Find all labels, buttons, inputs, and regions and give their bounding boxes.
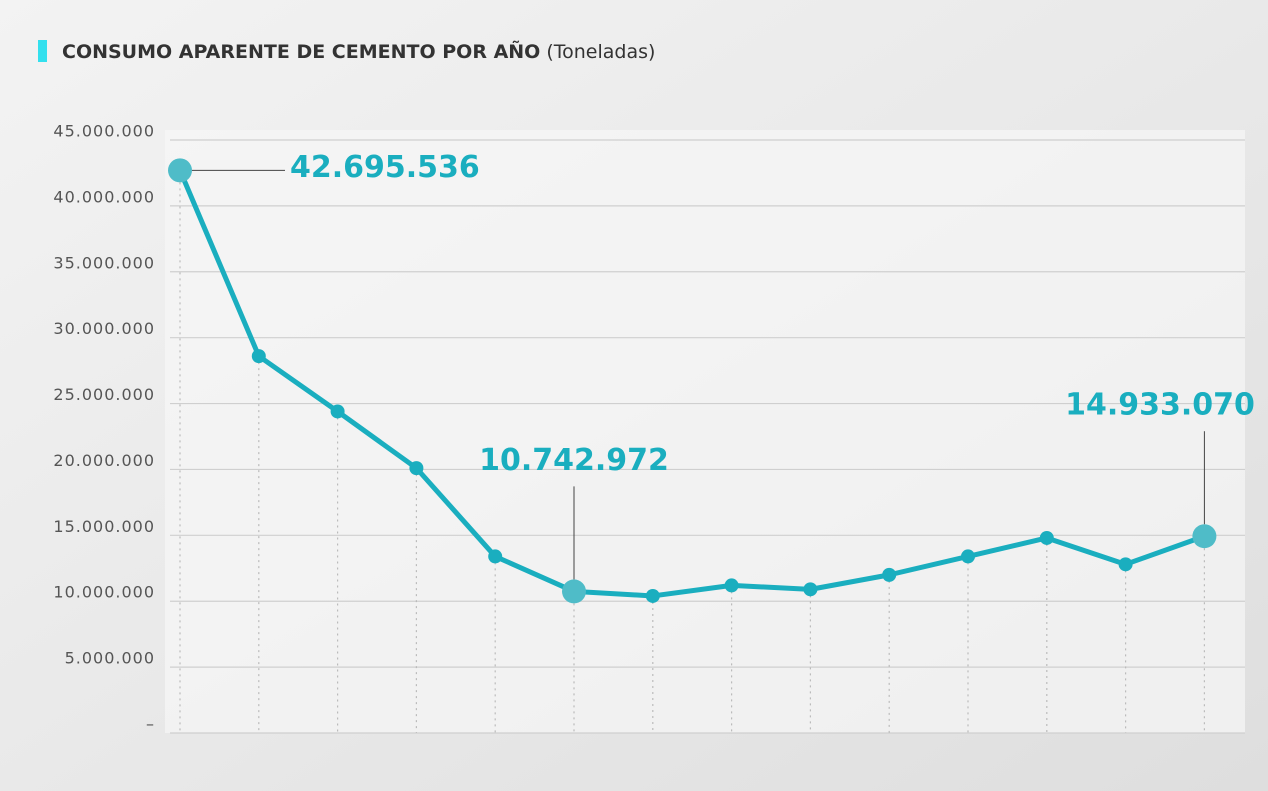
point xyxy=(409,461,424,476)
point xyxy=(251,349,266,364)
y-tick-label: 40.000.000 xyxy=(53,187,155,206)
point xyxy=(1039,530,1054,545)
chart-subtitle: (Toneladas) xyxy=(546,41,655,63)
point xyxy=(168,158,192,183)
y-tick-label: 30.000.000 xyxy=(53,319,155,338)
value-label: 42.695.536 xyxy=(290,150,480,185)
y-tick-label: 25.000.000 xyxy=(53,385,155,404)
y-tick-label: 35.000.000 xyxy=(53,253,155,272)
line xyxy=(177,169,1206,599)
y-tick-label: 45.000.000 xyxy=(53,122,155,141)
point xyxy=(961,549,975,564)
point xyxy=(1118,557,1133,572)
point xyxy=(724,578,739,593)
chart-title-group: CONSUMO APARENTE DE CEMENTO POR AÑO (Tone… xyxy=(62,39,655,63)
title-marker xyxy=(38,40,47,62)
point xyxy=(645,588,660,603)
point xyxy=(330,404,345,419)
point xyxy=(882,567,897,582)
plot-area xyxy=(165,130,1245,733)
point xyxy=(1192,524,1217,549)
point xyxy=(803,582,818,597)
y-tick-label: 20.000.000 xyxy=(53,451,155,470)
y-tick-label: – xyxy=(146,715,155,734)
value-label: 10.742.972 xyxy=(479,443,669,478)
y-tick-label: 15.000.000 xyxy=(53,517,155,536)
point xyxy=(488,549,503,564)
value-label: 14.933.070 xyxy=(1065,388,1255,423)
y-tick-label: 5.000.000 xyxy=(65,649,155,668)
point xyxy=(562,579,586,604)
chart-title: CONSUMO APARENTE DE CEMENTO POR AÑO xyxy=(62,39,540,63)
y-tick-label: 10.000.000 xyxy=(53,583,155,602)
